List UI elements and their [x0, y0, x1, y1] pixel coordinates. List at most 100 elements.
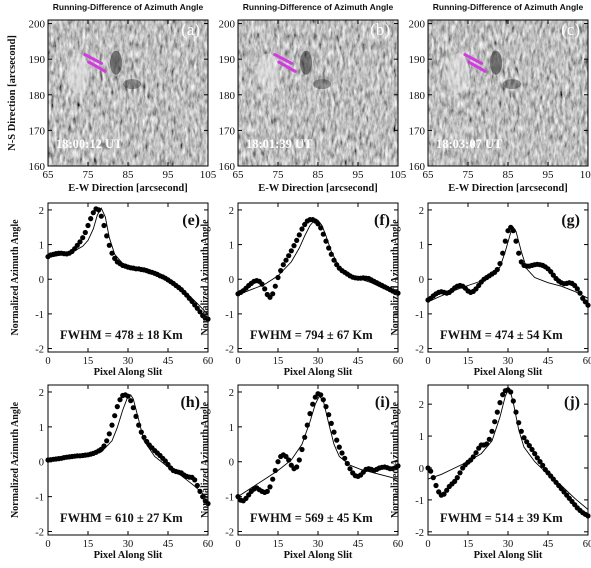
data-point	[296, 232, 302, 238]
x-axis-label: Pixel Along Slit	[474, 550, 543, 561]
x-tick-label: 45	[163, 356, 174, 367]
data-point	[320, 397, 326, 403]
data-point	[162, 458, 168, 464]
x-tick-label: 85	[313, 169, 325, 181]
data-point	[109, 250, 115, 256]
x-tick-label: 15	[83, 539, 94, 550]
data-point	[304, 422, 310, 428]
y-tick-label: 160	[29, 161, 46, 173]
panel-label: (h)	[180, 394, 200, 411]
y-tick-label: 180	[219, 90, 236, 102]
y-axis-label: Normalized Azimuth Angle	[10, 219, 21, 336]
data-point	[80, 235, 86, 241]
data-point	[457, 470, 463, 476]
magnetogram-texture	[48, 20, 208, 166]
bright-region	[67, 53, 89, 94]
y-tick-label: 2	[39, 206, 44, 217]
dark-lane	[110, 50, 122, 75]
data-point	[194, 482, 200, 489]
y-tick-label: 0	[39, 458, 44, 469]
y-tick-label: 0	[419, 464, 424, 475]
y-tick-label: 200	[409, 19, 426, 31]
data-point	[98, 213, 104, 219]
data-point	[500, 392, 506, 398]
data-point	[243, 495, 249, 501]
data-point	[286, 457, 292, 463]
data-point	[344, 460, 350, 467]
y-tick-label: -1	[225, 310, 234, 321]
image-panel-c: Running-Difference of Azimuth Angle (c) 18…	[409, 2, 591, 194]
data-point	[323, 404, 329, 410]
y-tick-label: 180	[29, 90, 46, 102]
data-point	[312, 394, 318, 400]
y-tick-label: 200	[29, 19, 46, 31]
data-point	[270, 476, 276, 482]
data-point	[441, 491, 447, 497]
y-tick-label: 1	[229, 241, 234, 252]
x-tick-label: 75	[273, 169, 285, 181]
data-point	[492, 419, 498, 425]
data-point	[433, 482, 439, 489]
data-point	[508, 389, 514, 395]
data-point	[323, 238, 329, 244]
x-tick-label: 45	[163, 539, 174, 550]
data-point	[296, 457, 302, 463]
y-tick-label: 160	[409, 161, 426, 173]
x-tick-label: 15	[463, 356, 474, 367]
data-point	[90, 210, 96, 216]
data-point	[444, 487, 450, 493]
data-point	[470, 454, 476, 460]
data-point	[106, 431, 112, 437]
image-panels-layer: Running-Difference of Azimuth Angle (a) 18…	[7, 2, 591, 194]
y-tick-label: 190	[219, 54, 236, 66]
x-tick-label: 0	[45, 356, 50, 367]
data-point	[104, 233, 110, 239]
data-point	[513, 238, 519, 244]
data-point	[510, 228, 516, 234]
data-point	[101, 443, 107, 449]
fwhm-annotation: FWHM = 569 ± 45 Km	[250, 511, 373, 525]
data-point	[513, 409, 519, 415]
x-axis-label: E-W Direction [arcsecond]	[448, 183, 568, 194]
dark-lane	[300, 50, 312, 75]
data-point	[516, 250, 522, 256]
data-point	[331, 257, 337, 263]
x-tick-label: 30	[503, 539, 514, 550]
plot-panel-h: 0 15 30 45 60 -2 -1 0 1 2 (h) FWHM = 610 ± 27 Km Pix…	[10, 384, 213, 561]
data-point	[518, 259, 524, 265]
y-tick-label: -1	[35, 310, 44, 321]
fwhm-annotation: FWHM = 514 ± 39 Km	[440, 511, 563, 525]
fwhm-annotation: FWHM = 610 ± 27 Km	[60, 511, 183, 525]
x-tick-label: 60	[583, 356, 591, 367]
y-tick-label: -1	[415, 496, 424, 507]
y-tick-label: 190	[409, 54, 426, 66]
data-point	[342, 455, 348, 461]
y-tick-label: 170	[409, 125, 426, 137]
data-point	[272, 283, 278, 289]
x-tick-label: 0	[235, 539, 240, 550]
y-tick-label: 180	[409, 90, 426, 102]
data-point	[347, 466, 353, 472]
y-axis-label: Normalized Azimuth Angle	[390, 401, 401, 518]
data-point	[428, 468, 434, 474]
data-point	[526, 443, 532, 449]
x-tick-label: 105	[580, 169, 591, 181]
data-point	[494, 266, 500, 273]
data-point	[114, 404, 120, 410]
data-point	[497, 400, 503, 406]
y-tick-label: 2	[39, 388, 44, 399]
y-tick-label: -1	[35, 493, 44, 504]
plot-panels-layer: 0 15 30 45 60 -2 -1 0 1 2 (e) FWHM = 478 ± 18 Km Pix…	[10, 202, 591, 561]
x-tick-label: 15	[273, 539, 284, 550]
data-point	[85, 222, 91, 229]
x-tick-label: 45	[543, 539, 554, 550]
x-tick-label: 85	[503, 169, 515, 181]
data-point	[328, 251, 334, 257]
slit-marker	[83, 53, 104, 65]
data-point	[288, 248, 294, 254]
x-axis-label: Pixel Along Slit	[284, 367, 353, 378]
y-tick-label: 0	[419, 275, 424, 286]
data-point	[262, 286, 268, 292]
data-point	[133, 413, 139, 419]
data-point	[395, 290, 401, 296]
